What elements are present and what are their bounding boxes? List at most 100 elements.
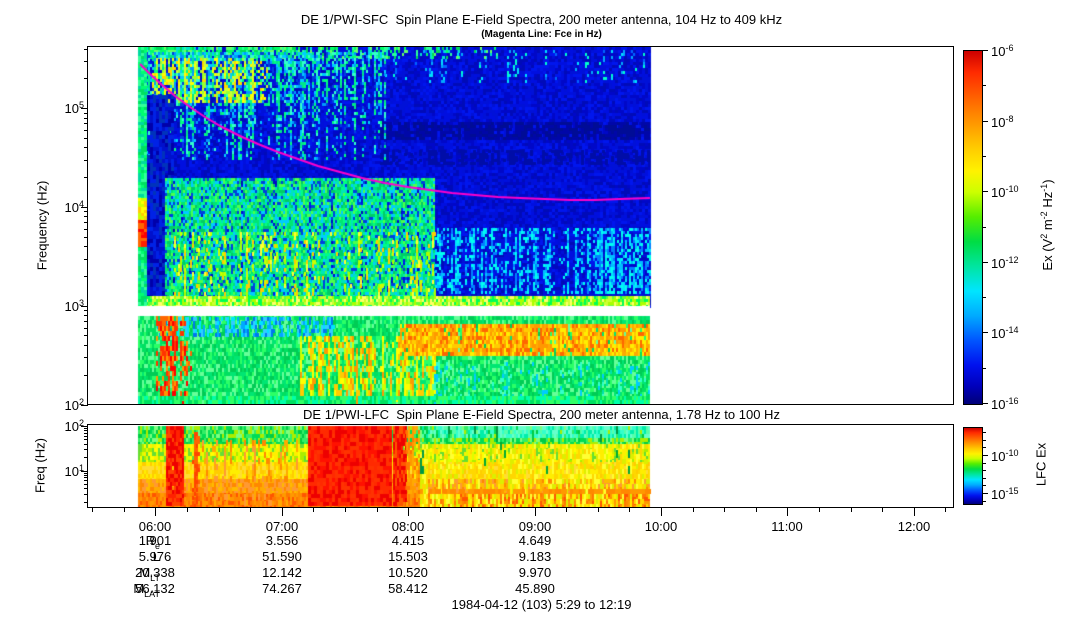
lfc-colorbar-minor-tick xyxy=(982,478,986,479)
time-minor-tick xyxy=(566,508,567,512)
time-minor-tick xyxy=(377,508,378,512)
sfc-colorbar-tick xyxy=(982,332,988,333)
time-minor-tick xyxy=(851,508,852,512)
lfc-colorbar-tick-label: 10-15 xyxy=(991,486,1019,502)
ephemeris-value: 5.976 xyxy=(138,549,172,564)
sfc-y-minor-tick xyxy=(84,160,88,161)
lfc-y-minor-tick xyxy=(84,480,88,481)
sfc-y-minor-tick xyxy=(84,61,88,62)
lfc-y-minor-tick xyxy=(84,484,88,485)
sfc-y-minor-tick xyxy=(84,138,88,139)
sfc-colorbar-tick-label: 10-10 xyxy=(991,184,1019,200)
lfc-y-tick-label: 101 xyxy=(64,463,84,479)
sfc-y-minor-tick xyxy=(84,177,88,178)
time-major-tick xyxy=(535,508,536,516)
lfc-panel xyxy=(87,424,954,508)
ephemeris-value: 58.412 xyxy=(388,581,428,596)
sfc-colorbar-tick xyxy=(982,50,988,51)
time-minor-tick xyxy=(598,508,599,512)
lfc-colorbar-label: LFC Ex xyxy=(1033,442,1049,487)
sfc-y-minor-tick xyxy=(84,222,88,223)
sfc-y-minor-tick xyxy=(84,345,88,346)
lfc-colorbar-minor-tick xyxy=(982,432,986,433)
lfc-y-minor-tick xyxy=(84,436,88,437)
lfc-colorbar-tick-label: 10-10 xyxy=(991,448,1019,464)
time-major-tick xyxy=(661,508,662,516)
lfc-colorbar-minor-tick xyxy=(982,470,986,471)
time-tick-label: 07:00 xyxy=(265,519,299,534)
sfc-title: DE 1/PWI-SFC Spin Plane E-Field Spectra,… xyxy=(300,12,783,27)
sfc-colorbar-tick-label: 10-14 xyxy=(991,325,1019,341)
ephemeris-value: 10.520 xyxy=(388,565,428,580)
lfc-title: DE 1/PWI-LFC Spin Plane E-Field Spectra,… xyxy=(303,407,780,422)
time-minor-tick xyxy=(92,508,93,512)
sfc-y-minor-tick xyxy=(84,113,88,114)
lfc-y-minor-tick xyxy=(84,439,88,440)
sfc-colorbar-minor-tick xyxy=(982,297,986,298)
lfc-y-minor-tick xyxy=(84,494,88,495)
time-minor-tick xyxy=(250,508,251,512)
sfc-colorbar xyxy=(963,50,983,405)
sfc-colorbar-tick xyxy=(982,191,988,192)
sfc-colorbar-tick-label: 10-16 xyxy=(991,396,1019,412)
lfc-colorbar-minor-tick xyxy=(982,447,986,448)
sfc-colorbar-tick-label: 10-6 xyxy=(991,43,1014,59)
time-minor-tick xyxy=(503,508,504,512)
sfc-colorbar-tick xyxy=(982,403,988,404)
lfc-colorbar-minor-tick xyxy=(982,485,986,486)
ephemeris-value: 45.890 xyxy=(515,581,555,596)
ephemeris-value: 3.556 xyxy=(265,533,299,548)
sfc-y-tick-label: 102 xyxy=(64,397,84,413)
time-tick-label: 12:00 xyxy=(897,519,931,534)
date-caption: 1984-04-12 (103) 5:29 to 12:19 xyxy=(451,597,632,612)
sfc-y-minor-tick xyxy=(84,49,88,50)
sfc-y-major-tick xyxy=(81,207,88,208)
time-minor-tick xyxy=(819,508,820,512)
sfc-y-minor-tick xyxy=(84,375,88,376)
sfc-y-minor-tick xyxy=(84,237,88,238)
sfc-y-tick-label: 103 xyxy=(64,298,84,314)
sfc-y-tick-label: 105 xyxy=(64,100,84,116)
lfc-y-major-tick xyxy=(81,426,88,427)
time-minor-tick xyxy=(945,508,946,512)
ephemeris-row-label: MLAT xyxy=(133,581,160,599)
ephemeris-row-label: Re xyxy=(145,533,160,551)
sfc-y-major-tick xyxy=(81,108,88,109)
time-minor-tick xyxy=(693,508,694,512)
sfc-colorbar-minor-tick xyxy=(982,85,986,86)
lfc-colorbar xyxy=(963,427,983,505)
time-tick-label: 09:00 xyxy=(518,519,552,534)
sfc-y-minor-tick xyxy=(84,130,88,131)
time-minor-tick xyxy=(187,508,188,512)
lfc-colorbar-minor-tick xyxy=(982,501,986,502)
lfc-y-minor-tick xyxy=(84,428,88,429)
sfc-y-minor-tick xyxy=(84,276,88,277)
time-minor-tick xyxy=(629,508,630,512)
sfc-y-minor-tick xyxy=(84,147,88,148)
lfc-colorbar-minor-tick xyxy=(982,463,986,464)
lfc-y-minor-tick xyxy=(84,430,88,431)
ephemeris-value: 51.590 xyxy=(262,549,302,564)
lfc-colorbar-tick xyxy=(982,493,988,494)
sfc-y-minor-tick xyxy=(84,216,88,217)
sfc-y-minor-tick xyxy=(84,78,88,79)
sfc-y-minor-tick xyxy=(84,328,88,329)
ephemeris-value: 15.503 xyxy=(388,549,428,564)
ephemeris-value: 9.970 xyxy=(518,565,552,580)
sfc-colorbar-tick-label: 10-8 xyxy=(991,114,1014,130)
time-tick-label: 10:00 xyxy=(644,519,678,534)
time-minor-tick xyxy=(313,508,314,512)
time-minor-tick xyxy=(345,508,346,512)
ephemeris-value: 12.142 xyxy=(262,565,302,580)
time-minor-tick xyxy=(219,508,220,512)
lfc-y-minor-tick xyxy=(84,475,88,476)
time-tick-label: 06:00 xyxy=(138,519,172,534)
sfc-spectrogram-canvas xyxy=(88,47,953,404)
sfc-y-tick-label: 104 xyxy=(64,199,84,215)
time-minor-tick xyxy=(124,508,125,512)
sfc-y-minor-tick xyxy=(84,118,88,119)
lfc-y-major-tick xyxy=(81,471,88,472)
ephemeris-value: 20.338 xyxy=(135,565,175,580)
sfc-y-minor-tick xyxy=(84,123,88,124)
